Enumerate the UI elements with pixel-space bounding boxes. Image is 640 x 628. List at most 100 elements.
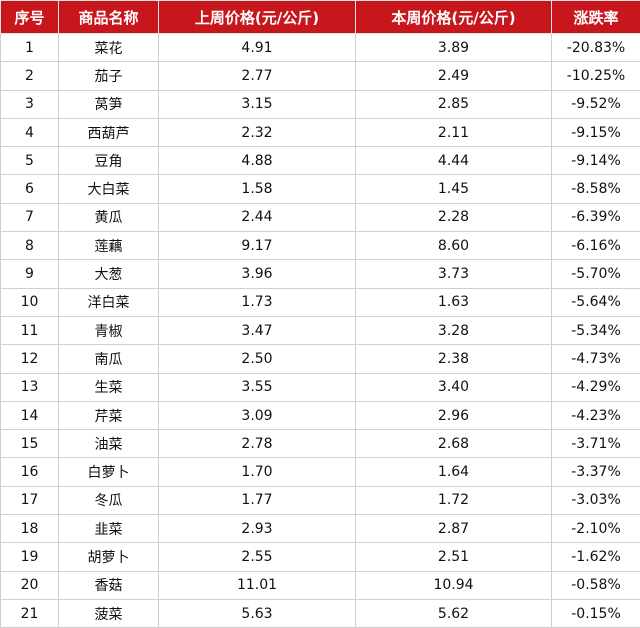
- cell-index: 4: [1, 118, 59, 146]
- cell-change-rate: -6.39%: [552, 203, 640, 231]
- cell-index: 20: [1, 571, 59, 599]
- header-name: 商品名称: [59, 1, 159, 34]
- cell-this-week-price: 3.89: [356, 34, 552, 62]
- cell-name: 青椒: [59, 316, 159, 344]
- cell-index: 12: [1, 345, 59, 373]
- cell-name: 莲藕: [59, 232, 159, 260]
- cell-name: 莴笋: [59, 90, 159, 118]
- cell-last-week-price: 3.09: [159, 401, 356, 429]
- cell-change-rate: -3.37%: [552, 458, 640, 486]
- cell-this-week-price: 3.40: [356, 373, 552, 401]
- cell-last-week-price: 4.91: [159, 34, 356, 62]
- cell-name: 韭菜: [59, 515, 159, 543]
- cell-this-week-price: 3.73: [356, 260, 552, 288]
- cell-index: 17: [1, 486, 59, 514]
- cell-this-week-price: 2.28: [356, 203, 552, 231]
- cell-index: 1: [1, 34, 59, 62]
- cell-this-week-price: 2.49: [356, 62, 552, 90]
- cell-last-week-price: 2.93: [159, 515, 356, 543]
- cell-index: 15: [1, 430, 59, 458]
- cell-last-week-price: 5.63: [159, 599, 356, 627]
- cell-this-week-price: 1.45: [356, 175, 552, 203]
- cell-index: 9: [1, 260, 59, 288]
- cell-last-week-price: 11.01: [159, 571, 356, 599]
- cell-change-rate: -3.71%: [552, 430, 640, 458]
- cell-index: 10: [1, 288, 59, 316]
- cell-last-week-price: 2.50: [159, 345, 356, 373]
- cell-this-week-price: 1.72: [356, 486, 552, 514]
- cell-change-rate: -20.83%: [552, 34, 640, 62]
- cell-index: 7: [1, 203, 59, 231]
- cell-last-week-price: 1.70: [159, 458, 356, 486]
- cell-name: 香菇: [59, 571, 159, 599]
- cell-last-week-price: 2.77: [159, 62, 356, 90]
- cell-name: 茄子: [59, 62, 159, 90]
- cell-name: 洋白菜: [59, 288, 159, 316]
- cell-last-week-price: 3.47: [159, 316, 356, 344]
- cell-change-rate: -9.15%: [552, 118, 640, 146]
- cell-change-rate: -0.15%: [552, 599, 640, 627]
- cell-index: 8: [1, 232, 59, 260]
- cell-name: 冬瓜: [59, 486, 159, 514]
- header-index: 序号: [1, 1, 59, 34]
- cell-change-rate: -3.03%: [552, 486, 640, 514]
- cell-index: 19: [1, 543, 59, 571]
- cell-last-week-price: 2.44: [159, 203, 356, 231]
- cell-this-week-price: 4.44: [356, 147, 552, 175]
- cell-change-rate: -4.29%: [552, 373, 640, 401]
- cell-index: 21: [1, 599, 59, 627]
- cell-change-rate: -0.58%: [552, 571, 640, 599]
- cell-this-week-price: 2.11: [356, 118, 552, 146]
- cell-change-rate: -6.16%: [552, 232, 640, 260]
- cell-last-week-price: 1.73: [159, 288, 356, 316]
- cell-index: 16: [1, 458, 59, 486]
- cell-last-week-price: 3.96: [159, 260, 356, 288]
- cell-change-rate: -2.10%: [552, 515, 640, 543]
- cell-name: 豆角: [59, 147, 159, 175]
- cell-last-week-price: 1.58: [159, 175, 356, 203]
- cell-index: 3: [1, 90, 59, 118]
- cell-index: 14: [1, 401, 59, 429]
- cell-last-week-price: 4.88: [159, 147, 356, 175]
- cell-name: 白萝卜: [59, 458, 159, 486]
- cell-name: 西葫芦: [59, 118, 159, 146]
- cell-name: 生菜: [59, 373, 159, 401]
- header-row: 序号商品名称上周价格(元/公斤)本周价格(元/公斤)涨跌率: [1, 1, 640, 34]
- cell-name: 菜花: [59, 34, 159, 62]
- cell-this-week-price: 1.64: [356, 458, 552, 486]
- cell-this-week-price: 2.38: [356, 345, 552, 373]
- cell-this-week-price: 2.51: [356, 543, 552, 571]
- cell-index: 5: [1, 147, 59, 175]
- cell-this-week-price: 10.94: [356, 571, 552, 599]
- cell-last-week-price: 1.77: [159, 486, 356, 514]
- cell-change-rate: -5.64%: [552, 288, 640, 316]
- cell-change-rate: -9.14%: [552, 147, 640, 175]
- cell-index: 2: [1, 62, 59, 90]
- header-last-week-price: 上周价格(元/公斤): [159, 1, 356, 34]
- cell-name: 油菜: [59, 430, 159, 458]
- cell-name: 黄瓜: [59, 203, 159, 231]
- cell-last-week-price: 9.17: [159, 232, 356, 260]
- cell-index: 6: [1, 175, 59, 203]
- cell-last-week-price: 2.78: [159, 430, 356, 458]
- header-this-week-price: 本周价格(元/公斤): [356, 1, 552, 34]
- cell-name: 大白菜: [59, 175, 159, 203]
- cell-this-week-price: 2.68: [356, 430, 552, 458]
